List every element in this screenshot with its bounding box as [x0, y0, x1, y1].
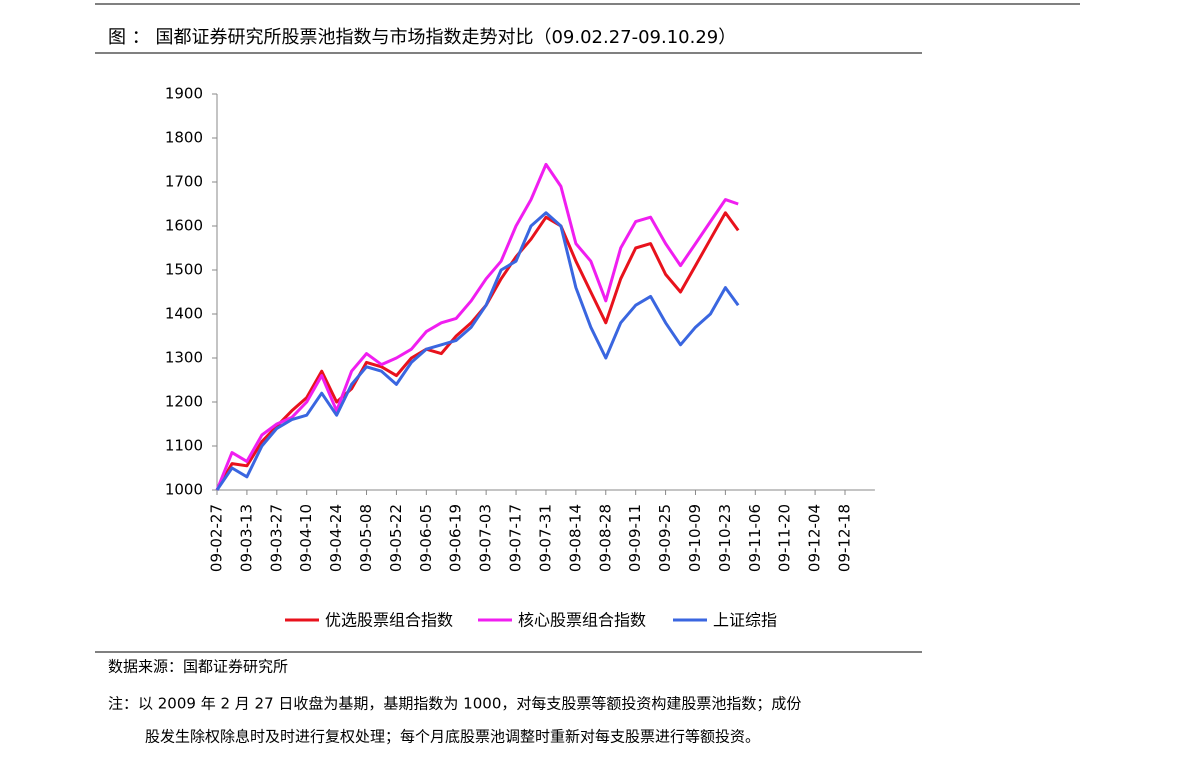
- series-line: [215, 162, 739, 491]
- chart-title: 图 ： 国都证券研究所股票池指数与市场指数走势对比（09.02.27-09.10…: [108, 27, 736, 48]
- x-tick-label: 09-11-20: [776, 504, 794, 572]
- x-tick-label: 09-11-06: [746, 504, 764, 572]
- y-tick-label: 1300: [165, 349, 203, 367]
- x-tick-label: 09-12-18: [836, 504, 854, 572]
- legend-label: 优选股票组合指数: [325, 611, 453, 630]
- x-tick-label: 09-07-17: [507, 504, 525, 572]
- note: 注：以 2009 年 2 月 27 日收盘为基期，基期指数为 1000，对每支股…: [108, 695, 801, 713]
- x-tick-label: 09-06-19: [447, 504, 465, 572]
- x-tick-label: 09-10-09: [686, 504, 704, 572]
- x-tick-label: 09-09-11: [626, 504, 644, 572]
- x-tick-label: 09-07-31: [536, 504, 554, 572]
- x-tick-label: 09-05-22: [387, 504, 405, 572]
- y-tick-label: 1000: [165, 481, 203, 499]
- x-tick-label: 09-10-23: [716, 504, 734, 572]
- x-tick-label: 09-05-08: [357, 504, 375, 572]
- x-tick-label: 09-12-04: [806, 504, 824, 572]
- y-tick-label: 1400: [165, 305, 203, 323]
- x-tick-label: 09-03-27: [267, 504, 285, 572]
- y-tick-label: 1500: [165, 261, 203, 279]
- x-tick-label: 09-08-28: [596, 504, 614, 572]
- x-tick-label: 09-07-03: [477, 504, 495, 572]
- series-line: [215, 211, 740, 491]
- x-tick-label: 09-09-25: [656, 504, 674, 572]
- x-tick-label: 09-04-10: [297, 504, 315, 572]
- x-tick-label: 09-04-24: [327, 504, 345, 572]
- y-tick-label: 1200: [165, 393, 203, 411]
- y-tick-label: 1800: [165, 129, 203, 147]
- y-tick-label: 1100: [165, 437, 203, 455]
- x-tick-label: 09-03-13: [237, 504, 255, 572]
- legend-label: 核心股票组合指数: [518, 611, 646, 630]
- x-tick-label: 09-08-14: [566, 504, 584, 572]
- y-tick-label: 1900: [165, 85, 203, 103]
- x-tick-label: 09-02-27: [208, 504, 226, 572]
- source: 数据来源：国都证券研究所: [108, 658, 288, 676]
- y-tick-label: 1600: [165, 217, 203, 235]
- series-line: [215, 211, 740, 491]
- note: 股发生除权除息时及时进行复权处理；每个月底股票池调整时重新对每支股票进行等额投资…: [145, 728, 760, 746]
- x-tick-label: 09-06-05: [417, 504, 435, 572]
- y-tick-label: 1700: [165, 173, 203, 191]
- legend-label: 上证综指: [713, 611, 777, 630]
